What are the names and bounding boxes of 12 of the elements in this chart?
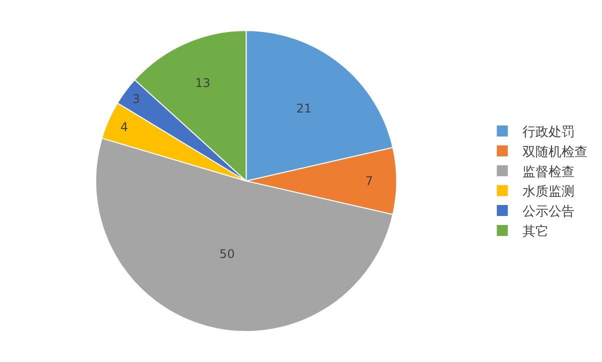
legend-label: 公示公告	[522, 204, 574, 220]
data-label: 3	[132, 92, 140, 106]
data-label: 7	[365, 174, 374, 188]
data-label: 4	[120, 120, 128, 134]
legend-label: 水质监测	[522, 184, 574, 200]
legend-label: 监督检查	[522, 164, 574, 180]
data-label: 13	[195, 76, 210, 90]
legend-label: 其它	[522, 224, 548, 240]
legend-label: 双随机检查	[522, 144, 588, 160]
data-label: 21	[296, 102, 312, 116]
legend-label: 行政处罚	[522, 125, 574, 140]
data-label: 50	[219, 246, 235, 261]
